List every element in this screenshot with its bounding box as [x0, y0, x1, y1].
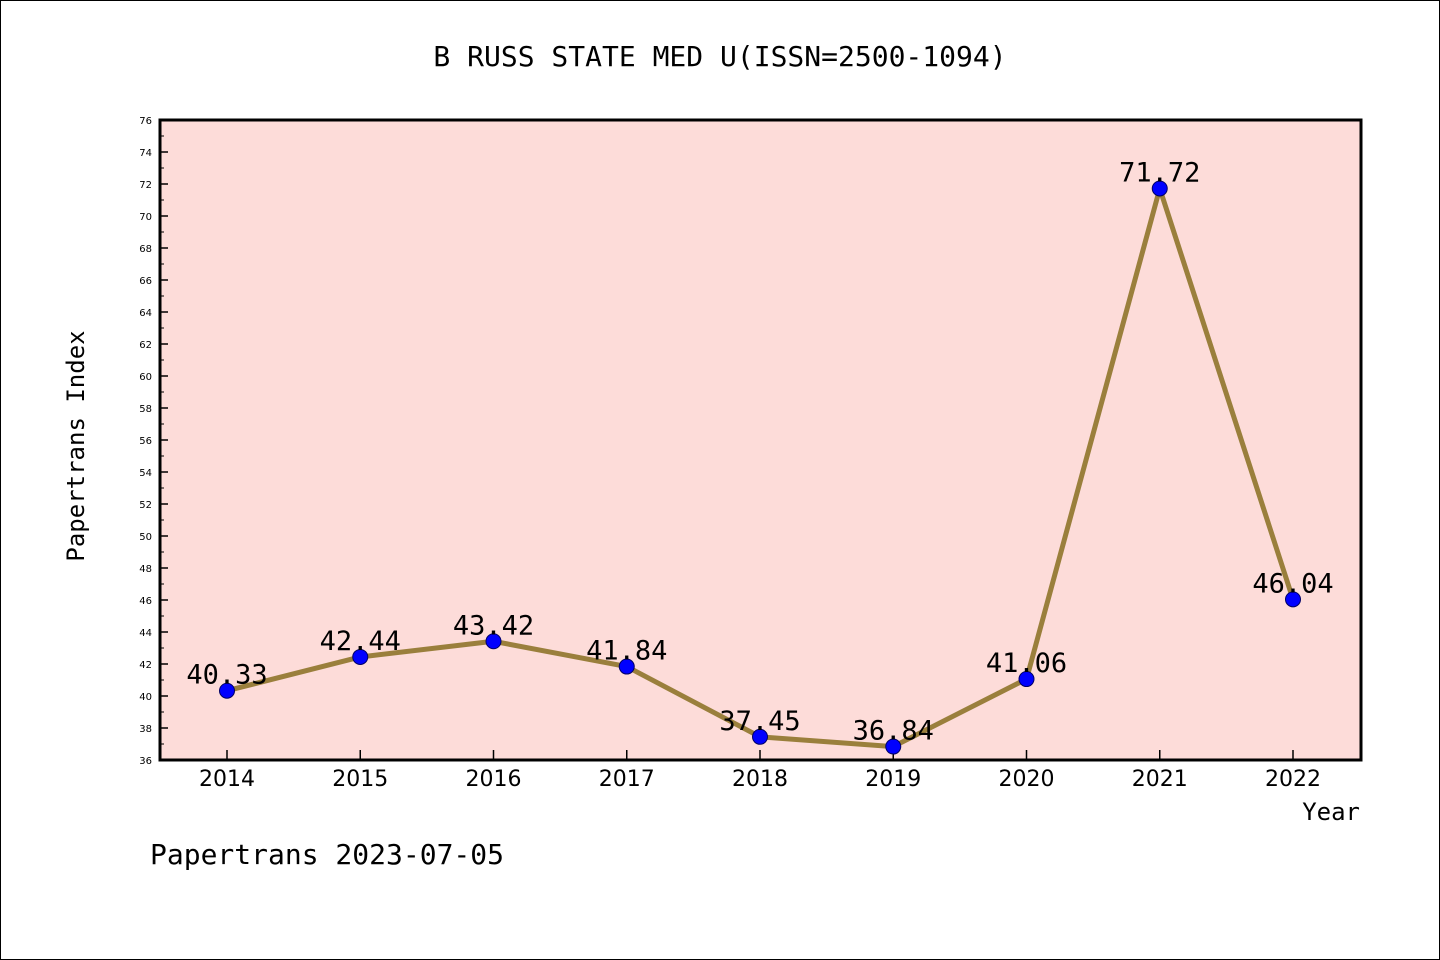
- y-tick-label: 46: [139, 596, 152, 607]
- x-tick-label: 2019: [865, 767, 921, 792]
- y-tick-label: 70: [139, 212, 152, 223]
- x-tick-label: 2021: [1132, 767, 1188, 792]
- y-tick-label: 68: [139, 244, 152, 255]
- y-tick-label: 64: [139, 308, 152, 319]
- y-tick-label: 42: [139, 660, 152, 671]
- y-tick-label: 40: [139, 692, 152, 703]
- y-axis-label: Papertrans Index: [62, 330, 90, 561]
- y-tick-label: 66: [139, 276, 152, 287]
- y-tick-label: 48: [139, 564, 152, 575]
- y-tick-label: 38: [139, 724, 152, 735]
- data-label: 36.84: [853, 716, 934, 747]
- chart-title: B RUSS STATE MED U(ISSN=2500-1094): [433, 40, 1006, 73]
- data-point: [752, 728, 768, 745]
- y-tick-label: 54: [139, 468, 152, 479]
- data-point: [1285, 591, 1301, 608]
- footer-date: Papertrans 2023-07-05: [150, 838, 504, 871]
- y-tick-label: 50: [139, 532, 152, 543]
- x-axis: 2014 2015 2016 2017 2018 2019 2020 2021 2022: [199, 750, 1321, 792]
- x-tick-label: 2017: [599, 767, 655, 792]
- data-label: 42.44: [320, 626, 401, 657]
- data-point: [1151, 180, 1168, 197]
- x-axis-label: Year: [1302, 798, 1360, 826]
- x-tick-label: 2015: [332, 767, 388, 792]
- data-label: 40.33: [186, 660, 267, 691]
- data-point: [219, 682, 235, 699]
- y-tick-label: 74: [139, 148, 152, 159]
- y-tick-label: 62: [139, 340, 152, 351]
- data-point: [618, 658, 635, 675]
- data-label: 37.45: [719, 706, 800, 737]
- y-tick-label: 36: [139, 756, 152, 767]
- y-tick-label: 72: [139, 180, 152, 191]
- x-tick-label: 2020: [999, 767, 1055, 792]
- x-tick-label: 2018: [732, 767, 788, 792]
- x-tick-label: 2022: [1265, 767, 1321, 792]
- data-label: 41.84: [586, 636, 667, 667]
- data-label: 71.72: [1119, 157, 1200, 188]
- data-labels: 40.33 42.44 43.42 41.84 37.45 36.84 41.06 71.72…: [186, 157, 1333, 746]
- data-markers: [219, 180, 1301, 755]
- y-tick-label: 58: [139, 404, 152, 415]
- data-label: 43.42: [453, 610, 534, 641]
- data-point: [352, 648, 369, 665]
- y-axis: 36 38 40 42 44 46 48 50 52 54 56 58 60 62 64 66 68 70 72 74…: [139, 116, 168, 767]
- y-tick-label: 52: [139, 500, 152, 511]
- data-point: [885, 738, 902, 755]
- data-point: [1018, 671, 1035, 688]
- data-label: 46.04: [1252, 568, 1333, 599]
- x-tick-label: 2014: [199, 767, 255, 792]
- y-tick-label: 60: [139, 372, 152, 383]
- data-label: 41.06: [986, 648, 1067, 679]
- data-point: [485, 633, 502, 650]
- y-tick-label: 76: [139, 116, 152, 127]
- x-tick-label: 2016: [466, 767, 522, 792]
- y-tick-label: 56: [139, 436, 152, 447]
- y-tick-label: 44: [139, 628, 152, 639]
